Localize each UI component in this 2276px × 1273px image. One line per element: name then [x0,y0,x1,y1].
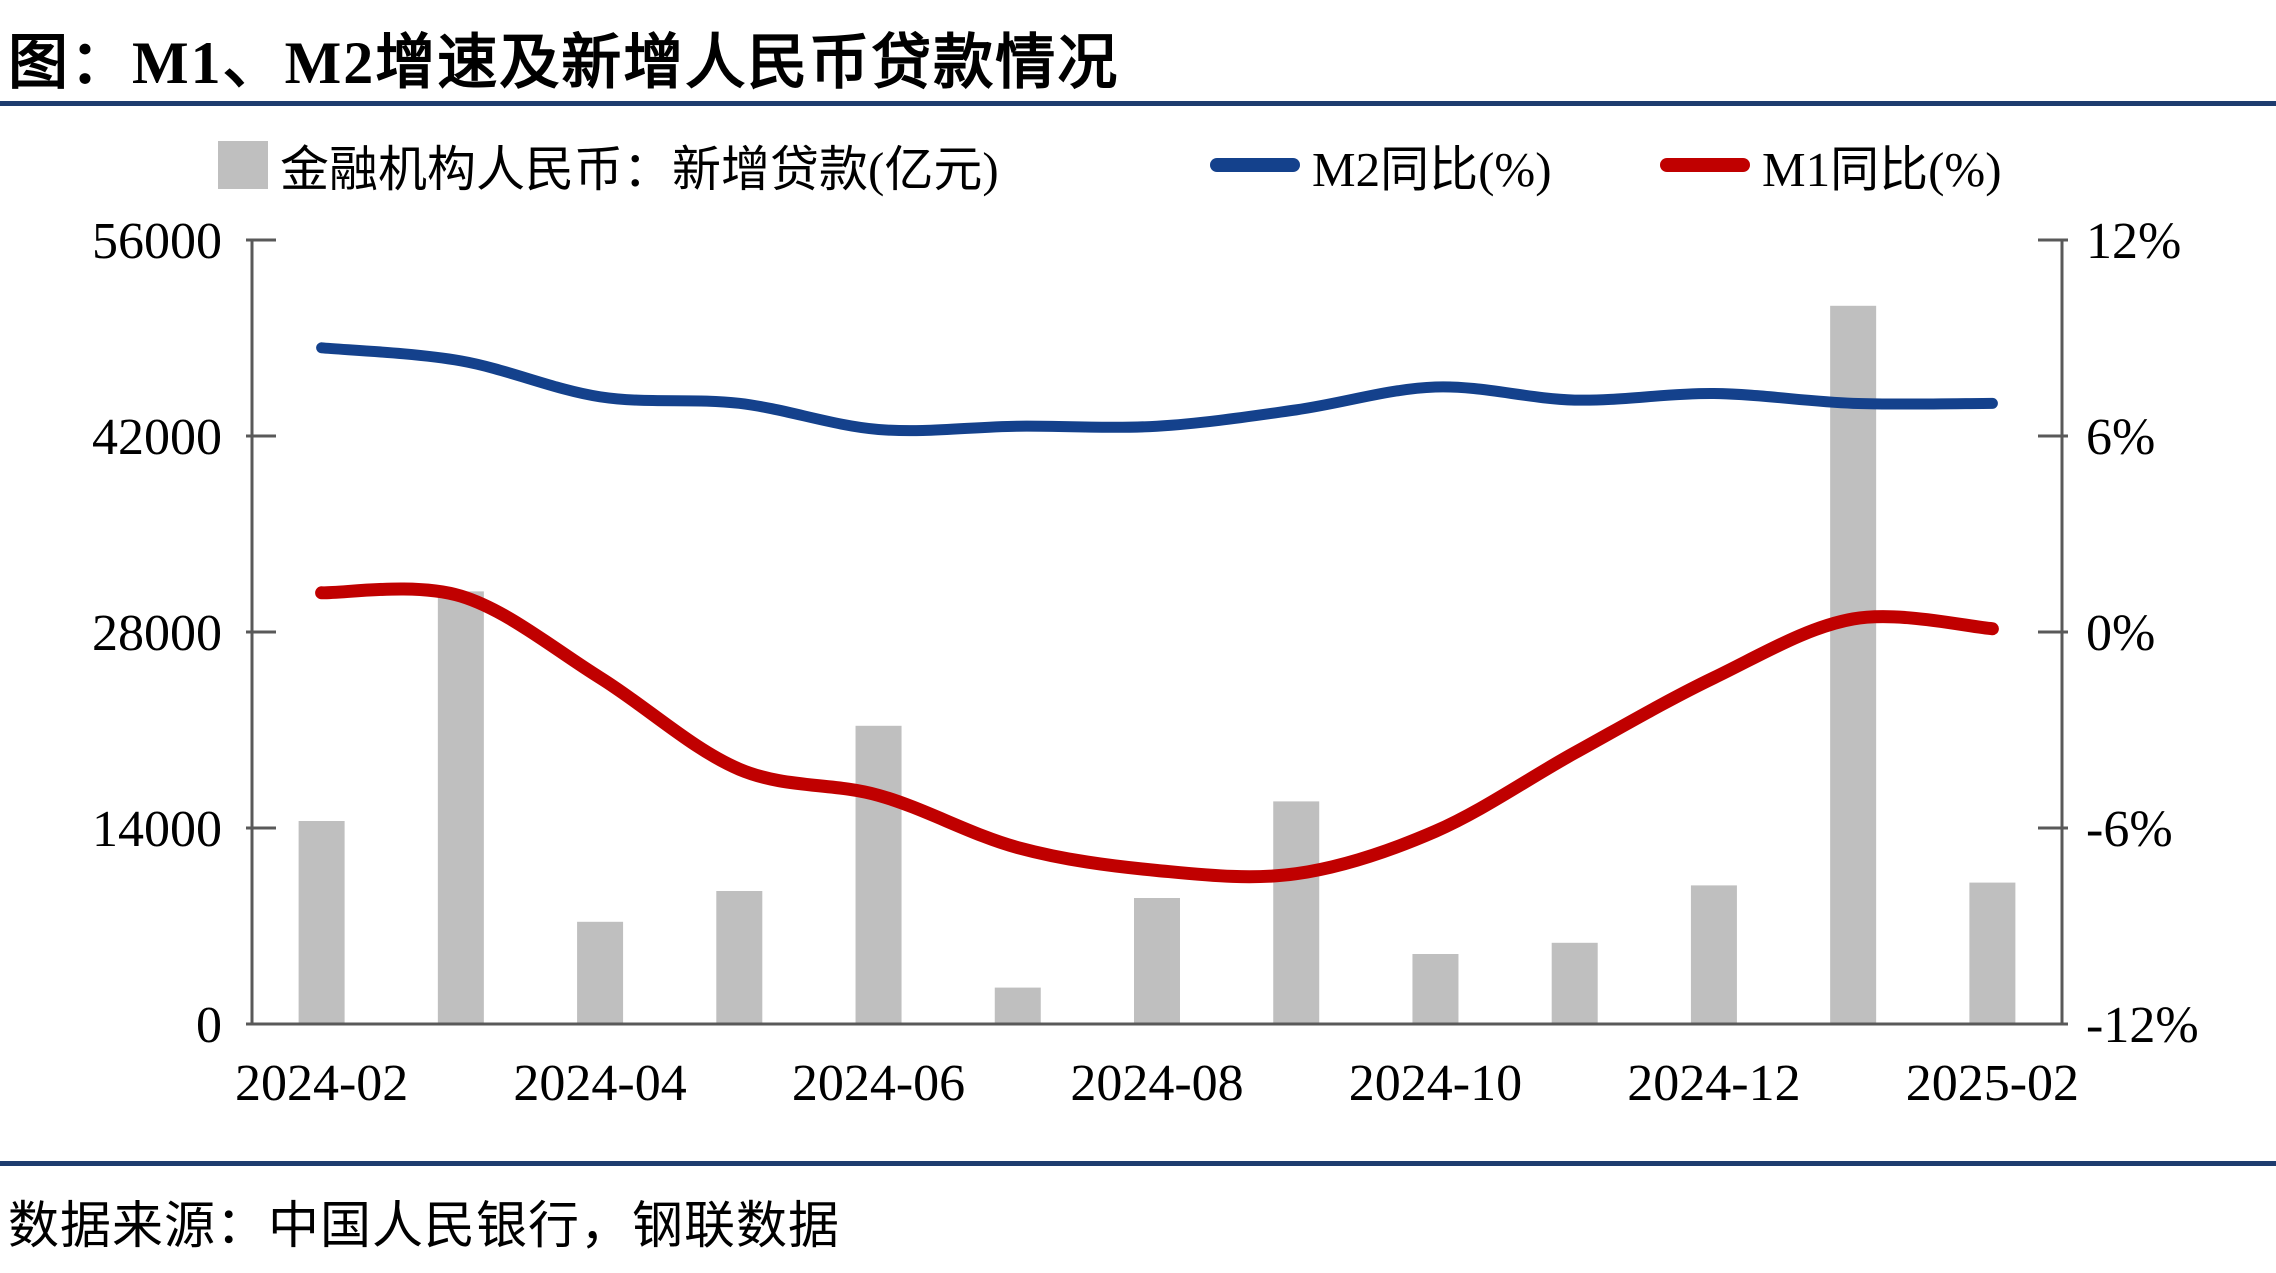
bar-2024-03 [437,591,484,1024]
bar-2025-01 [1830,305,1877,1024]
legend-item-m2: M2同比(%) [1210,136,1552,197]
x-axis-label: 2024-02 [235,1055,408,1112]
bar-2024-04 [577,921,624,1024]
x-axis-label: 2024-04 [513,1055,686,1112]
bar-2024-10 [1412,954,1459,1024]
m1-line [315,582,1999,884]
legend-item-loans: 金融机构人民币：新增贷款(亿元) [218,136,999,197]
legend-loans-label: 金融机构人民币：新增贷款(亿元) [280,141,999,197]
legend-m1-label: M1同比(%) [1762,141,2002,197]
title-divider-rule [0,101,2276,106]
m2-line-swatch-icon [1210,158,1300,172]
right-axis-label: 6% [2086,409,2155,466]
legend-item-m1: M1同比(%) [1660,136,2002,197]
bar-2024-07 [994,987,1041,1024]
chart-title: 图：M1、M2增速及新增人民币贷款情况 [8,30,1120,96]
bar-2024-08 [1134,898,1180,1024]
m1-line-swatch-icon [1660,158,1750,172]
left-axis-label: 14000 [92,801,222,858]
right-axis-label: -12% [2086,997,2199,1054]
x-axis-label: 2024-06 [792,1055,965,1112]
bar-2024-02 [298,821,345,1024]
bar-2024-05 [716,891,763,1024]
x-axis-label: 2024-08 [1070,1055,1243,1112]
right-axis-label: 12% [2086,213,2181,270]
bar-2025-02 [1969,882,2016,1024]
left-axis-label: 56000 [92,213,222,270]
data-source-note: 数据来源：中国人民银行，钢联数据 [8,1199,841,1255]
left-axis-label: 28000 [92,605,222,662]
bar-2024-12 [1690,885,1737,1024]
x-axis-label: 2024-12 [1627,1055,1800,1112]
right-axis-label: 0% [2086,605,2155,662]
x-axis-label: 2024-10 [1349,1055,1522,1112]
bar-2024-11 [1551,942,1598,1024]
right-axis-label: -6% [2086,801,2173,858]
bar-2024-09 [1273,801,1320,1024]
loans-bar-swatch-icon [218,141,268,189]
left-axis-label: 42000 [92,409,222,466]
left-axis-label: 0 [196,997,222,1054]
x-axis-label: 2025-02 [1906,1055,2079,1112]
m2-line [316,342,1998,437]
legend-m2-label: M2同比(%) [1312,141,1552,197]
footer-divider-rule [0,1161,2276,1166]
bar-2024-06 [855,725,902,1024]
